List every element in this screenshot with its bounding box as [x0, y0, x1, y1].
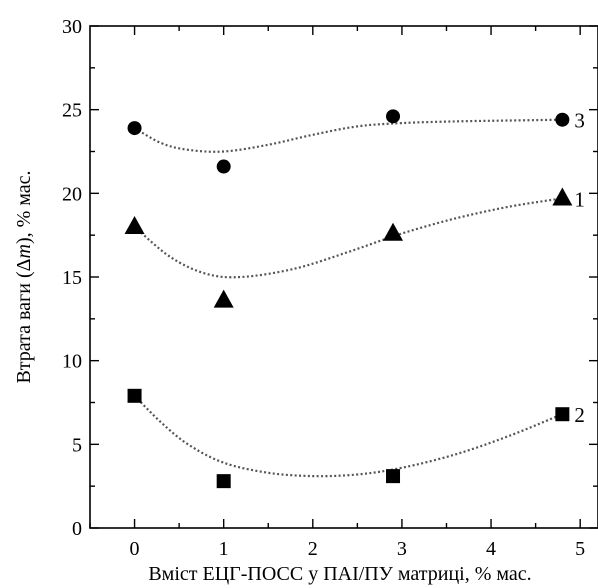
y-axis-label-m: m — [13, 244, 35, 258]
y-tick-label: 30 — [62, 16, 82, 38]
y-tick-label: 10 — [62, 351, 82, 373]
x-tick-label: 1 — [219, 538, 229, 560]
y-tick-label: 5 — [72, 434, 82, 456]
plot-frame — [89, 25, 598, 529]
series-label-1: 1 — [574, 187, 585, 211]
point-series-2 — [127, 388, 142, 403]
series-label-3: 3 — [574, 109, 585, 133]
point-series-2 — [555, 407, 570, 422]
axis-ticks: 0 5 10 15 20 25 30 0 1 2 3 4 5 — [62, 16, 598, 560]
y-axis-label-part-1: Втрата ваги ( — [13, 271, 35, 384]
point-series-1 — [552, 187, 573, 206]
x-tick-label: 5 — [575, 538, 585, 560]
point-series-1 — [213, 289, 234, 308]
y-tick-label: 25 — [62, 100, 82, 122]
point-series-3 — [386, 109, 401, 124]
fit-curve-3 — [134, 118, 563, 153]
point-series-2 — [216, 474, 231, 489]
series-label-2: 2 — [574, 403, 585, 427]
x-tick-label: 0 — [130, 538, 140, 560]
x-tick-label: 3 — [397, 538, 407, 560]
fit-curve-1 — [133, 197, 563, 279]
point-series-3 — [127, 121, 142, 136]
x-tick-label: 2 — [308, 538, 318, 560]
y-tick-label: 20 — [62, 183, 82, 205]
y-axis-label: Втрата ваги (Δm), % мас. — [13, 170, 35, 383]
y-axis-label-part-2: ), % мас. — [13, 170, 35, 244]
series-labels: 1 2 3 — [574, 109, 585, 428]
point-series-3 — [216, 159, 231, 174]
point-series-1 — [124, 216, 145, 234]
point-series-3 — [555, 112, 570, 127]
x-axis-label: Вміст ЕЦГ-ПОСС у ПАІ/ПУ матриці, % мас. — [148, 563, 531, 585]
data-markers — [124, 109, 573, 489]
fit-curves — [133, 118, 563, 478]
fit-curve-2 — [133, 395, 563, 478]
point-series-1 — [383, 222, 404, 241]
x-tick-label: 4 — [486, 538, 496, 560]
y-axis-label-delta: Δ — [13, 258, 35, 271]
point-series-2 — [386, 469, 401, 484]
y-tick-label: 15 — [62, 267, 82, 289]
y-tick-label: 0 — [72, 518, 82, 540]
